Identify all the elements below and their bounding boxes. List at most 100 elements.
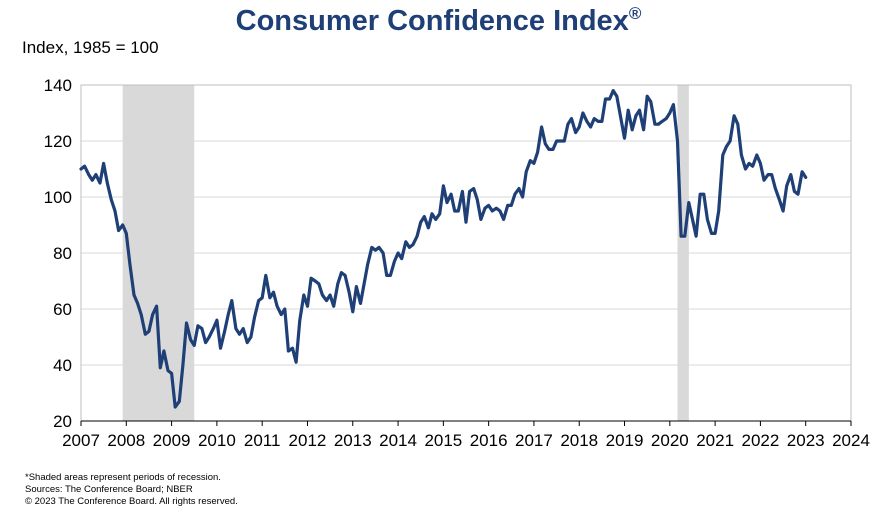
- data-point-2017.42: [552, 148, 554, 151]
- data-point-2017.83: [570, 117, 573, 120]
- footnote-copyright: © 2023 The Conference Board. All rights …: [25, 496, 238, 507]
- data-point-2015.5: [465, 221, 467, 223]
- data-point-2019.58: [650, 101, 652, 103]
- data-point-2020.42: [688, 201, 690, 204]
- data-point-2014.25: [408, 246, 411, 249]
- data-point-2020.67: [699, 193, 701, 195]
- data-point-2008.67: [155, 305, 158, 308]
- chart-title-text: Consumer Confidence Index: [235, 5, 629, 37]
- data-point-2017.33: [548, 148, 550, 151]
- data-point-2016.83: [525, 171, 528, 173]
- chart-svg: 20 40 60 80 100 120 140 2007 2008 2009 2010 2011 201…: [44, 76, 870, 450]
- data-point-2021.58: [740, 154, 743, 156]
- data-point-2021.67: [744, 168, 747, 170]
- data-point-2013.08: [355, 285, 358, 288]
- data-point-2020.33: [683, 235, 686, 237]
- data-point-2015.25: [453, 210, 456, 212]
- data-point-2018.75: [612, 89, 615, 92]
- data-point-2009.25: [182, 364, 184, 366]
- data-point-2018.58: [604, 98, 607, 100]
- x-tick-label-2009: 2009: [153, 431, 191, 450]
- data-point-2021.25: [725, 145, 728, 148]
- data-point-2020.5: [691, 218, 694, 221]
- data-point-2020: [669, 112, 671, 114]
- data-point-2011: [261, 297, 263, 299]
- y-tick-label-40: 40: [53, 356, 72, 375]
- data-point-2010.92: [257, 299, 260, 302]
- y-axis-label: Index, 1985 = 100: [22, 38, 159, 57]
- axes: [80, 84, 852, 426]
- x-tick-label-2021: 2021: [696, 431, 734, 450]
- data-point-2015.08: [446, 201, 448, 204]
- data-point-2007.25: [91, 179, 94, 181]
- data-point-2009.67: [201, 327, 203, 330]
- data-point-2010.58: [242, 327, 244, 330]
- data-point-2018.83: [616, 95, 618, 97]
- data-point-2020.58: [695, 235, 697, 237]
- chart-title: Consumer Confidence Index®: [0, 4, 877, 38]
- data-point-2013.42: [370, 246, 373, 249]
- data-point-2011.58: [287, 350, 290, 352]
- data-point-2017.58: [559, 140, 562, 142]
- data-point-2015.58: [468, 190, 471, 193]
- data-point-2010.5: [238, 333, 241, 336]
- data-point-2014.42: [416, 235, 418, 237]
- data-point-2008.25: [136, 302, 139, 305]
- data-point-2010: [216, 319, 218, 322]
- data-point-2019.92: [665, 117, 667, 120]
- data-point-2009: [170, 372, 173, 375]
- data-point-2012.75: [340, 271, 343, 274]
- data-point-2021.92: [755, 154, 758, 156]
- y-tick-label-120: 120: [44, 132, 72, 151]
- series-line-layer: [79, 89, 808, 409]
- data-point-2018.92: [620, 117, 622, 120]
- data-point-2011.83: [298, 319, 301, 322]
- data-point-2018.08: [582, 112, 584, 114]
- data-point-2021.42: [733, 115, 735, 117]
- data-point-2011.17: [269, 297, 271, 299]
- data-point-2013.33: [366, 263, 369, 266]
- data-point-2021.08: [717, 210, 720, 212]
- data-point-2011.42: [280, 313, 283, 316]
- x-tick-label-2007: 2007: [62, 431, 100, 450]
- data-point-2013.75: [385, 274, 388, 277]
- data-point-2022.67: [789, 173, 792, 176]
- data-point-2015.33: [457, 210, 460, 212]
- data-point-2007.75: [114, 210, 116, 212]
- data-point-2009.42: [189, 339, 192, 341]
- data-point-2017.25: [544, 143, 547, 145]
- data-point-2022.17: [767, 173, 769, 176]
- data-point-2019.67: [654, 123, 656, 125]
- tick-labels: 20 40 60 80 100 120 140 2007 2008 2009 2010 2011 201…: [44, 76, 870, 450]
- data-point-2022: [759, 162, 762, 165]
- x-tick-label-2011: 2011: [244, 431, 281, 450]
- data-point-2016.5: [510, 204, 513, 207]
- data-point-2008.5: [148, 330, 150, 333]
- data-point-2012.08: [310, 277, 312, 280]
- data-point-2019.75: [657, 123, 660, 125]
- data-point-2016.25: [499, 210, 501, 212]
- data-point-2014.5: [419, 221, 422, 223]
- data-point-2022.58: [785, 185, 788, 187]
- data-point-2022.83: [797, 193, 799, 195]
- data-point-2009.08: [174, 406, 177, 408]
- data-point-2008.08: [129, 263, 131, 266]
- data-point-2018.5: [601, 120, 603, 123]
- data-point-2016.42: [506, 204, 509, 207]
- data-point-2014.67: [427, 227, 430, 229]
- data-point-2022.42: [778, 199, 781, 201]
- data-point-2008.92: [167, 369, 169, 372]
- data-point-2009.33: [185, 322, 188, 324]
- data-point-2007.5: [102, 162, 105, 165]
- data-point-2007: [80, 168, 82, 170]
- data-point-2015.67: [472, 187, 475, 190]
- data-point-2013.67: [382, 252, 384, 254]
- y-tick-label-140: 140: [44, 76, 72, 95]
- x-tick-label-2022: 2022: [741, 431, 779, 450]
- data-point-2011.75: [295, 361, 297, 364]
- data-point-2018.17: [586, 120, 588, 123]
- data-point-2020.75: [702, 193, 705, 195]
- data-point-2017.92: [574, 131, 577, 134]
- data-point-2012.5: [329, 294, 331, 296]
- data-point-2008.42: [144, 333, 147, 336]
